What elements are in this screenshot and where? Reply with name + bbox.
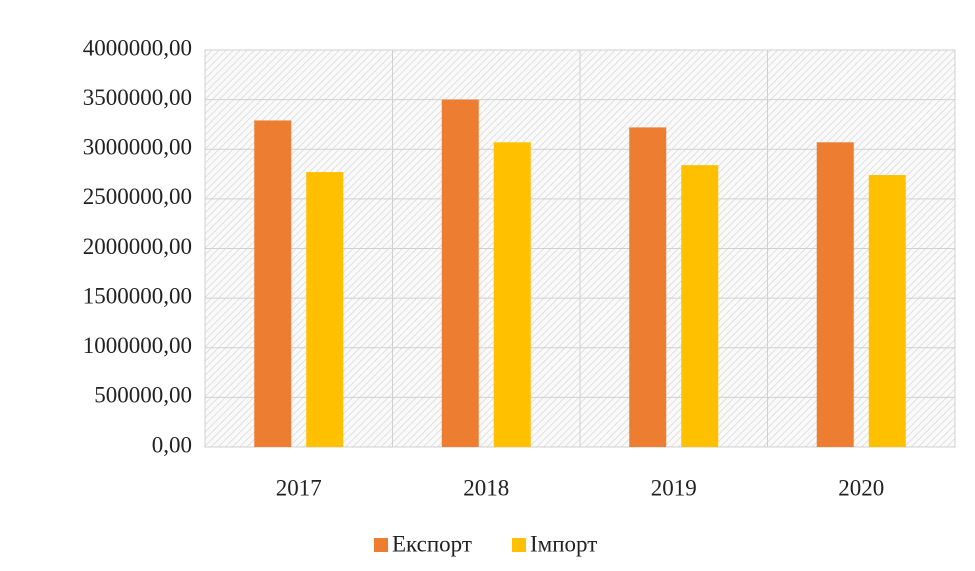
y-tick-label: 4000000,00 bbox=[83, 35, 192, 60]
y-tick-label: 1000000,00 bbox=[83, 333, 192, 358]
bar bbox=[868, 175, 906, 447]
bar bbox=[441, 99, 479, 447]
bar bbox=[254, 120, 292, 447]
bar bbox=[816, 142, 854, 448]
bar bbox=[493, 142, 531, 448]
x-tick-label: 2017 bbox=[276, 475, 322, 500]
y-tick-label: 0,00 bbox=[152, 432, 192, 457]
y-tick-label: 2000000,00 bbox=[83, 234, 192, 259]
x-tick-label: 2018 bbox=[463, 475, 509, 500]
legend-label: Експорт bbox=[392, 531, 472, 556]
legend-label: Імпорт bbox=[530, 531, 597, 556]
legend-swatch bbox=[512, 538, 526, 552]
x-tick-label: 2019 bbox=[651, 475, 697, 500]
x-tick-label: 2020 bbox=[838, 475, 884, 500]
y-tick-label: 500000,00 bbox=[94, 383, 192, 408]
bar bbox=[681, 165, 719, 447]
y-tick-label: 3000000,00 bbox=[83, 135, 192, 160]
plot-border bbox=[204, 49, 956, 448]
bar bbox=[306, 172, 344, 447]
y-tick-label: 3500000,00 bbox=[83, 85, 192, 110]
y-tick-label: 1500000,00 bbox=[83, 283, 192, 308]
y-tick-label: 2500000,00 bbox=[83, 184, 192, 209]
bar bbox=[629, 127, 667, 447]
legend-swatch bbox=[374, 538, 388, 552]
